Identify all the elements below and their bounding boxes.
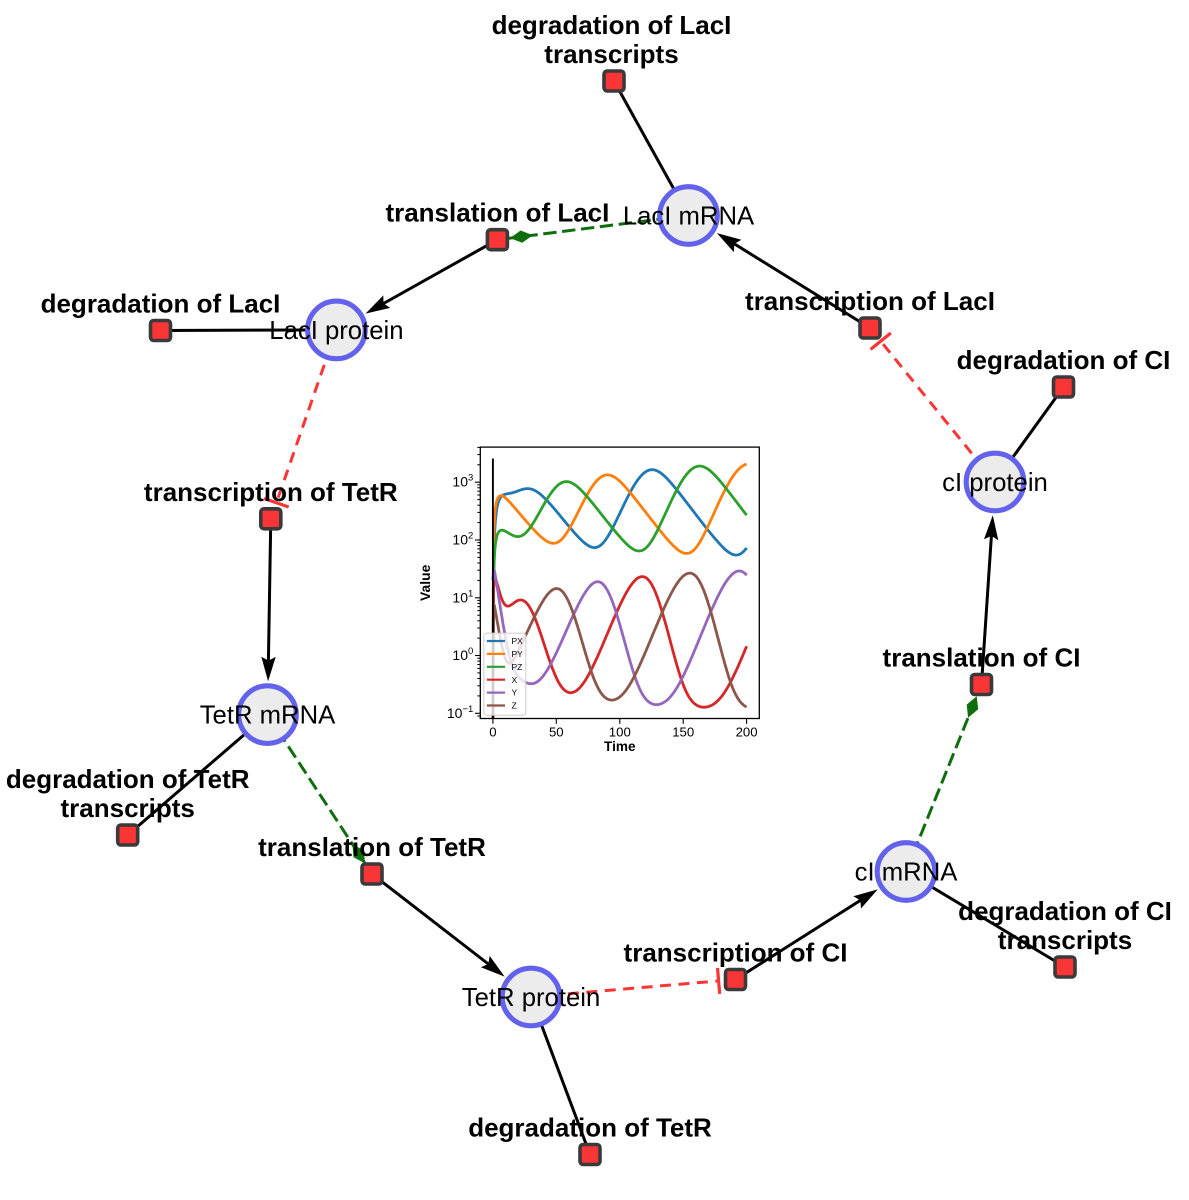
svg-text:PY: PY xyxy=(512,649,524,659)
svg-text:102: 102 xyxy=(452,531,473,548)
svg-text:transcription of LacI: transcription of LacI xyxy=(745,286,995,316)
svg-text:cI protein: cI protein xyxy=(942,469,1048,497)
svg-text:Y: Y xyxy=(512,688,518,698)
svg-text:TetR protein: TetR protein xyxy=(462,984,601,1012)
svg-text:cI mRNA: cI mRNA xyxy=(855,859,959,887)
svg-text:Time: Time xyxy=(604,739,636,754)
svg-text:transcription of CI: transcription of CI xyxy=(624,938,848,968)
svg-text:PX: PX xyxy=(512,636,524,646)
svg-text:Z: Z xyxy=(512,701,517,711)
svg-text:degradation of CI: degradation of CI xyxy=(957,345,1171,375)
svg-text:X: X xyxy=(512,675,518,685)
svg-text:translation of CI: translation of CI xyxy=(883,643,1081,673)
svg-text:50: 50 xyxy=(549,724,564,739)
svg-text:translation of LacI: translation of LacI xyxy=(385,198,609,228)
svg-text:101: 101 xyxy=(452,588,473,605)
svg-text:100: 100 xyxy=(609,724,631,739)
svg-text:degradation of TetR: degradation of TetR xyxy=(468,1113,712,1143)
svg-text:0: 0 xyxy=(489,724,496,739)
svg-text:translation of TetR: translation of TetR xyxy=(258,832,486,862)
svg-text:LacI protein: LacI protein xyxy=(269,317,403,345)
svg-text:200: 200 xyxy=(736,724,758,739)
svg-text:150: 150 xyxy=(672,724,694,739)
svg-text:degradation of LacI: degradation of LacI xyxy=(492,10,732,40)
svg-text:100: 100 xyxy=(452,646,473,663)
svg-text:degradation of TetR: degradation of TetR xyxy=(6,764,250,794)
svg-text:Value: Value xyxy=(417,564,433,601)
svg-text:transcripts: transcripts xyxy=(998,925,1132,955)
svg-text:transcripts: transcripts xyxy=(544,39,678,69)
svg-text:TetR mRNA: TetR mRNA xyxy=(200,702,336,730)
svg-text:10−1: 10−1 xyxy=(447,704,473,721)
svg-text:LacI mRNA: LacI mRNA xyxy=(623,203,755,231)
svg-text:transcription of TetR: transcription of TetR xyxy=(144,477,398,507)
svg-text:degradation of LacI: degradation of LacI xyxy=(41,289,281,319)
svg-text:103: 103 xyxy=(452,473,473,490)
svg-text:PZ: PZ xyxy=(512,662,523,672)
svg-text:degradation of CI: degradation of CI xyxy=(958,896,1172,926)
svg-text:transcripts: transcripts xyxy=(61,793,195,823)
